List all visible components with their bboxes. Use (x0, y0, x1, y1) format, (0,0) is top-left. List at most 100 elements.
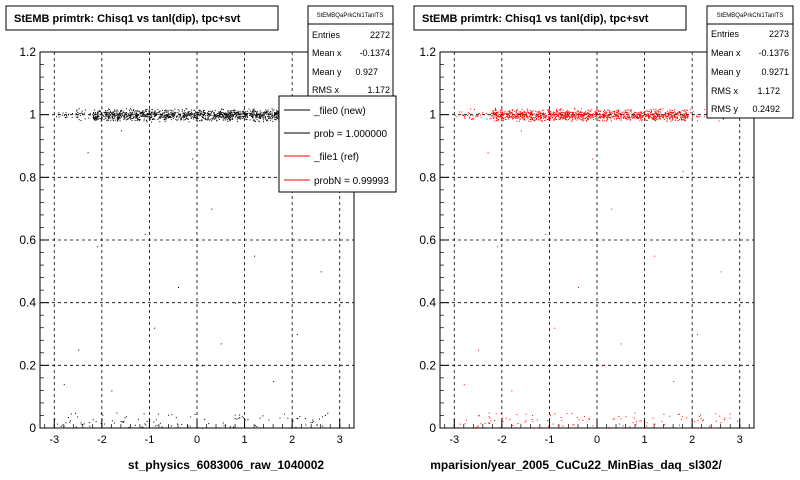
data-point (653, 117, 655, 119)
chart-title: StEMB primtrk: Chisq1 vs tanl(dip), tpc+… (14, 13, 241, 25)
data-point (598, 117, 600, 119)
data-point (469, 116, 471, 118)
data-point (189, 425, 191, 427)
data-point (658, 116, 660, 118)
data-point (107, 112, 109, 114)
data-point (125, 119, 127, 121)
stats-label: Mean y (312, 67, 342, 77)
data-point (604, 110, 606, 112)
data-point (100, 112, 102, 114)
data-point (262, 415, 264, 417)
data-point (243, 112, 245, 114)
data-point (57, 114, 59, 116)
data-point (202, 427, 204, 429)
data-point (217, 115, 219, 117)
data-point (229, 427, 231, 429)
data-point (671, 112, 673, 114)
data-point (195, 117, 197, 119)
data-point (666, 115, 668, 117)
data-point (222, 112, 224, 114)
data-point (553, 113, 555, 115)
data-point (629, 116, 631, 118)
data-point (624, 115, 626, 117)
data-point (263, 111, 265, 113)
data-point (520, 113, 522, 115)
data-point (116, 412, 118, 414)
data-point (304, 418, 306, 420)
data-point (548, 109, 550, 111)
data-point (151, 117, 153, 119)
data-point (109, 113, 111, 115)
data-point (65, 112, 67, 114)
data-point (236, 115, 238, 117)
data-point (672, 113, 674, 115)
data-point (193, 115, 195, 117)
data-point (184, 113, 186, 115)
data-point (148, 112, 150, 114)
data-point (92, 116, 94, 118)
data-point (488, 412, 490, 414)
data-point (213, 114, 215, 116)
data-point (155, 113, 157, 115)
data-point (264, 118, 266, 120)
data-point (602, 116, 604, 118)
data-point (588, 114, 590, 116)
data-point (269, 119, 271, 121)
data-point (602, 115, 604, 117)
data-point (200, 112, 202, 114)
data-point (670, 113, 672, 115)
data-point (184, 114, 186, 116)
data-point (558, 112, 560, 114)
data-point (640, 115, 642, 117)
data-point (204, 118, 206, 120)
data-point (517, 423, 519, 425)
data-point (146, 121, 148, 123)
data-point (190, 117, 192, 119)
data-point (267, 113, 269, 115)
data-point (528, 120, 530, 122)
data-point (660, 115, 662, 117)
data-point (650, 111, 652, 113)
data-point (654, 112, 656, 114)
data-point (577, 118, 579, 120)
data-point (569, 116, 571, 118)
data-point (539, 115, 541, 117)
data-point (463, 116, 465, 118)
data-point (506, 112, 508, 114)
data-point (129, 115, 131, 117)
data-point (221, 108, 223, 110)
data-point (120, 109, 122, 111)
data-point (549, 112, 551, 114)
data-point (131, 119, 133, 121)
data-point (238, 113, 240, 115)
data-point (584, 117, 586, 119)
legend-label: prob = 1.000000 (314, 129, 388, 140)
data-point (523, 114, 525, 116)
data-point (106, 112, 108, 114)
data-point (576, 113, 578, 115)
data-point (507, 112, 509, 114)
data-point (101, 117, 103, 119)
data-point (640, 118, 642, 120)
data-point (530, 121, 532, 123)
data-point (543, 114, 545, 116)
data-point (247, 110, 249, 112)
data-point (568, 114, 570, 116)
data-point (548, 119, 550, 121)
data-point (148, 110, 150, 112)
data-point (256, 119, 258, 121)
data-point (497, 119, 499, 121)
data-point (216, 119, 218, 121)
data-point (555, 113, 557, 115)
data-point (255, 120, 257, 122)
data-point (117, 117, 119, 119)
data-point (272, 116, 274, 118)
data-point (258, 113, 260, 115)
data-point (142, 115, 144, 117)
data-point (96, 115, 98, 117)
data-point (547, 425, 549, 427)
data-point (530, 112, 532, 114)
data-point (616, 118, 618, 120)
data-point (611, 111, 613, 113)
data-point (507, 113, 509, 115)
